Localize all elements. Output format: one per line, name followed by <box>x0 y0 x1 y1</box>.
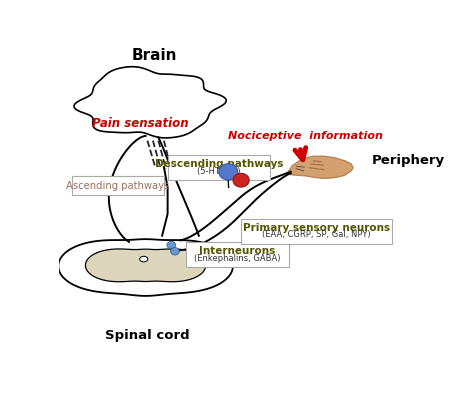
Polygon shape <box>286 156 353 178</box>
Text: Interneurons: Interneurons <box>199 246 275 256</box>
Circle shape <box>219 164 238 180</box>
Text: (Enkephalins, GABA): (Enkephalins, GABA) <box>194 254 281 263</box>
Text: Pain sensation: Pain sensation <box>92 117 188 130</box>
Circle shape <box>233 173 249 187</box>
Text: Brain: Brain <box>132 48 177 63</box>
FancyBboxPatch shape <box>186 242 289 267</box>
Polygon shape <box>85 249 206 282</box>
Polygon shape <box>58 239 233 296</box>
Text: (5-HT, NA): (5-HT, NA) <box>197 166 241 175</box>
Text: Nociceptive  information: Nociceptive information <box>228 131 383 141</box>
Polygon shape <box>74 67 226 138</box>
Text: Primary sensory neurons: Primary sensory neurons <box>243 223 390 233</box>
Text: Ascending pathways: Ascending pathways <box>66 181 170 191</box>
FancyBboxPatch shape <box>241 219 392 243</box>
Text: (EAA, CGRP, SP, Gal, NPY): (EAA, CGRP, SP, Gal, NPY) <box>262 230 371 239</box>
FancyBboxPatch shape <box>72 177 164 195</box>
Circle shape <box>171 247 179 255</box>
FancyBboxPatch shape <box>168 155 271 179</box>
Ellipse shape <box>140 256 148 262</box>
Circle shape <box>167 241 176 249</box>
Text: Descending pathways: Descending pathways <box>155 159 283 169</box>
Text: Spinal cord: Spinal cord <box>105 329 190 342</box>
Text: Periphery: Periphery <box>372 154 445 167</box>
